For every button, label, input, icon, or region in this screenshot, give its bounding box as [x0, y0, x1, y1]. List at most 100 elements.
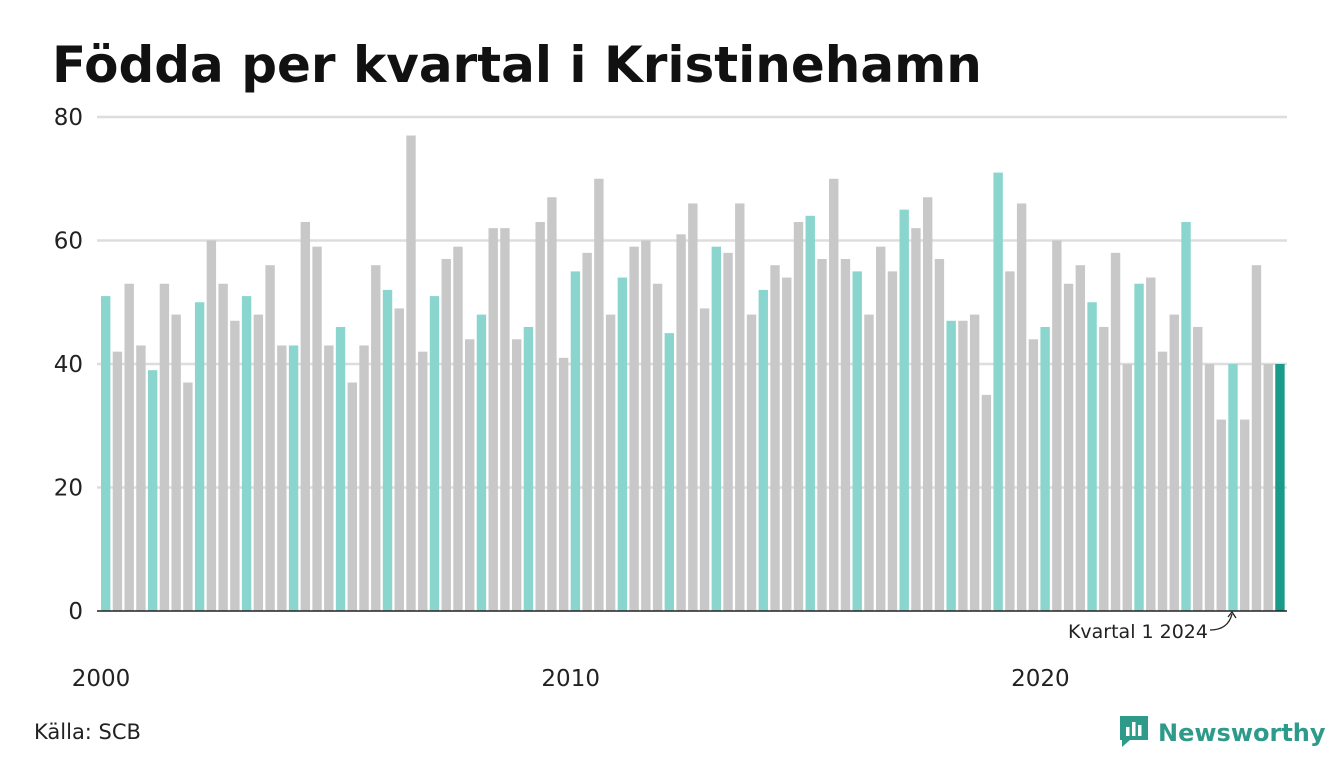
brand-name: Newsworthy: [1158, 719, 1326, 747]
bar: [817, 259, 827, 611]
annotation-label: Kvartal 1 2024: [1068, 621, 1208, 643]
bar: [723, 252, 733, 611]
bar: [101, 296, 111, 611]
bar: [840, 259, 851, 611]
bar: [194, 302, 205, 611]
bar: [347, 382, 357, 611]
bar: [876, 246, 886, 612]
bar: [1251, 265, 1262, 611]
bar: [124, 283, 134, 611]
bar: [300, 221, 311, 612]
bar: [1028, 339, 1039, 611]
bar: [1228, 364, 1238, 611]
bar: [793, 221, 804, 612]
bar: [605, 314, 616, 611]
bar: [594, 178, 604, 611]
bar: [770, 265, 780, 611]
bar: [1110, 252, 1121, 611]
bar: [488, 228, 498, 611]
bar: [711, 246, 721, 612]
bar: [1169, 314, 1179, 611]
bar: [1063, 283, 1074, 611]
bar: [1146, 277, 1156, 611]
bar: [112, 351, 123, 611]
bar: [652, 283, 663, 611]
y-tick-label: 40: [54, 352, 83, 378]
bar: [922, 197, 933, 611]
bar: [852, 271, 862, 612]
bar: [1193, 326, 1203, 611]
bar: [136, 345, 146, 611]
bar: [1005, 271, 1015, 612]
bar: [418, 351, 428, 611]
bar: [465, 339, 475, 611]
bar: [1240, 419, 1250, 611]
bar: [335, 326, 346, 611]
y-tick-label: 80: [54, 105, 83, 131]
bars: [101, 135, 1285, 612]
bar: [582, 252, 592, 611]
bar: [1275, 364, 1285, 611]
bar: [241, 296, 252, 611]
x-tick-label: 2020: [1011, 666, 1070, 692]
bar: [1263, 364, 1273, 611]
bar: [476, 314, 487, 611]
y-tick-label: 60: [54, 229, 83, 255]
bar: [394, 308, 404, 611]
bar: [1134, 283, 1144, 611]
bar: [288, 345, 299, 611]
bar: [453, 246, 463, 612]
bar: [1099, 326, 1109, 611]
bar: [782, 277, 792, 611]
bar: [758, 289, 768, 611]
bar: [218, 283, 228, 611]
latest-annotation: Kvartal 1 2024: [1068, 610, 1237, 643]
bar: [171, 314, 181, 611]
bar: [1075, 265, 1086, 611]
bar: [206, 240, 217, 611]
bar: [676, 234, 686, 611]
bar: [511, 339, 522, 611]
bar: [406, 135, 416, 611]
bar: [629, 246, 639, 612]
bar: [829, 178, 839, 611]
newsworthy-logo-icon: [1118, 714, 1150, 752]
chart-title: Födda per kvartal i Kristinehamn: [52, 36, 982, 94]
bar: [911, 228, 921, 611]
bar: [958, 320, 968, 611]
bar: [547, 197, 557, 611]
bar: [147, 370, 158, 611]
bar: [371, 265, 381, 611]
bar: [699, 308, 710, 611]
bar: [735, 203, 745, 611]
bar: [1052, 240, 1062, 611]
bar: [277, 345, 287, 611]
bar: [805, 215, 815, 612]
bar: [359, 345, 369, 611]
bar: [1087, 302, 1097, 611]
bar: [230, 320, 240, 611]
annotation-arrowhead: [1227, 610, 1237, 619]
source-label: Källa: SCB: [34, 720, 141, 744]
bar: [382, 289, 393, 611]
bar: [429, 296, 440, 611]
bar: [441, 259, 451, 611]
bar: [934, 259, 945, 611]
bar: [253, 314, 264, 611]
bar: [664, 333, 675, 612]
bar: [887, 271, 898, 612]
x-axis-ticks: 2000 2010 2020: [72, 666, 1070, 692]
bar: [688, 203, 698, 611]
y-tick-label: 20: [54, 476, 83, 502]
bar: [523, 326, 534, 611]
bar: [981, 394, 992, 612]
y-tick-label: 0: [68, 599, 83, 625]
bar: [558, 357, 569, 611]
bar: [535, 221, 545, 612]
bar: [1216, 419, 1226, 611]
bar: [1016, 203, 1027, 611]
bar: [312, 246, 322, 612]
annotation-arrow: [1209, 613, 1233, 631]
bar: [641, 240, 651, 611]
x-tick-label: 2000: [72, 666, 131, 692]
